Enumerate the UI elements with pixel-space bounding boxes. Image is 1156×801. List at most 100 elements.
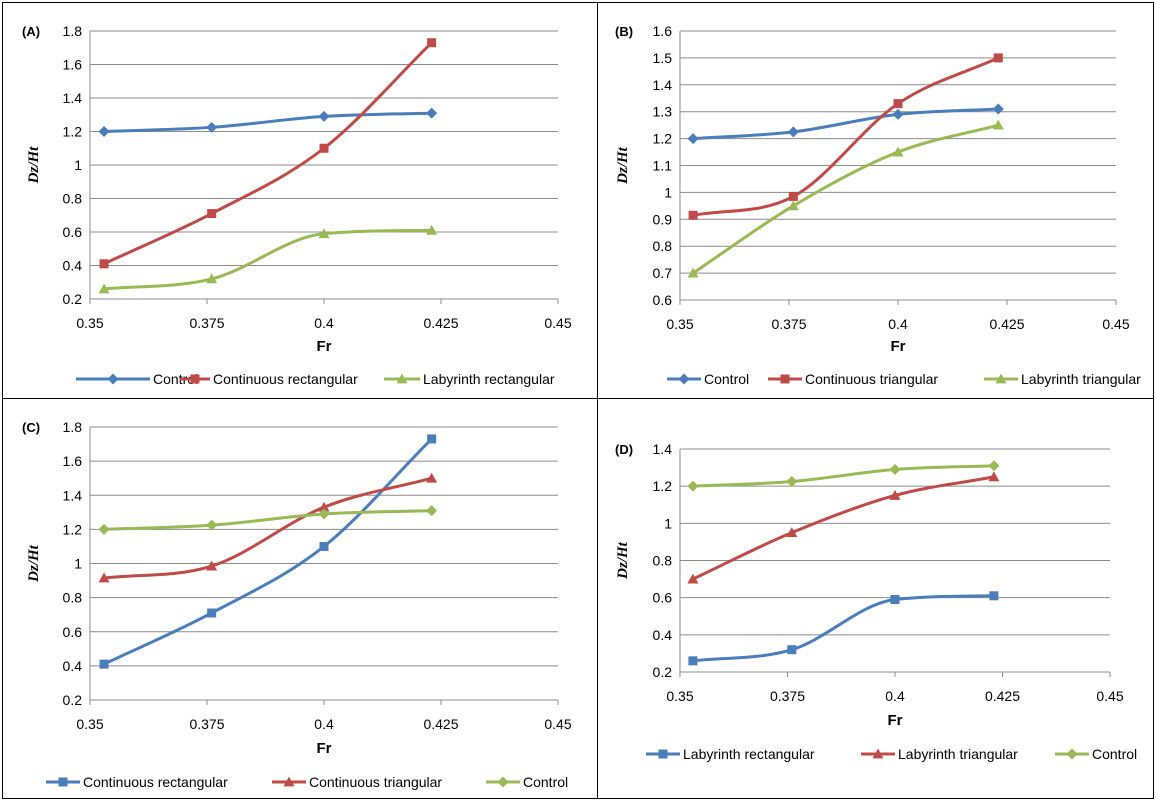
y-tick-label: 1.3 <box>653 104 673 120</box>
legend-label-control: Control <box>523 774 568 790</box>
data-point-control <box>988 460 1000 472</box>
data-point-control <box>889 463 901 475</box>
y-tick-label: 0.2 <box>63 291 83 307</box>
x-tick-label: 0.375 <box>189 315 224 331</box>
x-tick-label: 0.4 <box>885 688 905 704</box>
series-line-continuous-triangular <box>103 476 433 580</box>
y-tick-label: 1.6 <box>63 57 83 73</box>
panel-label: (C) <box>22 420 40 435</box>
data-point-control <box>992 103 1004 115</box>
data-point-control <box>426 505 438 517</box>
data-point-control <box>892 108 904 120</box>
y-tick-label: 1.8 <box>63 23 83 39</box>
data-point-continuous-rectangular <box>207 209 217 219</box>
data-point-continuous-triangular <box>993 53 1003 63</box>
data-point-continuous-triangular <box>688 210 698 220</box>
x-axis-title: Fr <box>317 338 332 355</box>
x-tick-label: 0.375 <box>189 716 224 732</box>
y-tick-label: 1.2 <box>653 131 673 147</box>
data-point-continuous-rectangular <box>319 541 329 551</box>
y-tick-label: 1.4 <box>653 441 673 457</box>
legend-label-control: Control <box>1092 746 1137 762</box>
x-tick-label: 0.375 <box>770 688 805 704</box>
data-point-control <box>98 126 110 137</box>
panel-b: 0.6 0.7 0.8 0.9 1 1.1 1.2 1.3 1.4 1.5 1.6 0.35 0.375… <box>615 23 1141 387</box>
panel-label: (A) <box>22 24 40 39</box>
y-tick-label: 1 <box>74 556 82 572</box>
y-tick-label: 1.2 <box>63 124 83 140</box>
y-tick-label: 0.6 <box>63 224 83 240</box>
y-tick-label: 1.4 <box>653 77 673 93</box>
data-point-continuous-triangular <box>318 501 330 512</box>
y-tick-label: 0.2 <box>653 664 673 680</box>
legend-marker-control <box>107 373 119 385</box>
y-tick-label: 1.8 <box>63 419 83 435</box>
data-point-labyrinth-triangular <box>687 267 699 278</box>
data-point-labyrinth-rectangular <box>206 273 218 284</box>
y-tick-label: 0.7 <box>653 265 673 281</box>
x-tick-label: 0.45 <box>1102 316 1129 332</box>
panel-d: 0.2 0.4 0.6 0.8 1 1.2 1.4 0.35 0.375 0.4 0.425 0.45… <box>615 441 1137 762</box>
legend-label-labyrinth-rectangular: Labyrinth rectangular <box>423 371 555 387</box>
data-point-labyrinth-rectangular <box>989 591 999 601</box>
y-tick-label: 1 <box>664 515 672 531</box>
panel-label: (D) <box>615 442 633 457</box>
x-tick-label: 0.45 <box>1096 688 1123 704</box>
data-point-labyrinth-triangular <box>892 146 904 157</box>
data-point-control <box>98 523 110 535</box>
legend-label-continuous-rectangular: Continuous rectangular <box>83 774 228 790</box>
legend-label-labyrinth-triangular: Labyrinth triangular <box>898 746 1018 762</box>
series-line-control <box>692 464 994 488</box>
data-point-control <box>206 121 218 133</box>
x-tick-label: 0.4 <box>314 315 334 331</box>
legend-marker-labyrinth-rectangular <box>658 749 668 759</box>
y-axis-title: Dz/Ht <box>26 146 42 185</box>
data-point-continuous-rectangular <box>427 434 437 444</box>
panel-b-border <box>597 2 1154 399</box>
x-tick-label: 0.425 <box>985 688 1020 704</box>
x-tick-label: 0.35 <box>76 716 103 732</box>
data-point-control <box>426 107 438 119</box>
legend-label-labyrinth-triangular: Labyrinth triangular <box>1021 371 1141 387</box>
panel-label: (B) <box>615 24 633 39</box>
panel-c-border <box>2 398 598 799</box>
x-tick-label: 0.45 <box>544 716 571 732</box>
data-point-control <box>206 519 218 531</box>
data-point-continuous-triangular <box>98 572 110 583</box>
data-point-labyrinth-triangular <box>889 489 901 500</box>
y-tick-label: 1 <box>74 157 82 173</box>
legend-marker-labyrinth-triangular <box>872 748 884 759</box>
legend-marker-continuous-triangular <box>283 776 295 787</box>
legend-marker-control <box>678 373 690 385</box>
legend-marker-control <box>1066 748 1078 760</box>
y-tick-label: 0.6 <box>63 624 83 640</box>
legend-marker-continuous-rectangular <box>190 374 200 384</box>
series-line-continuous-triangular <box>692 56 999 217</box>
x-axis-title: Fr <box>888 712 903 729</box>
x-tick-label: 0.4 <box>314 716 334 732</box>
data-point-continuous-rectangular <box>319 143 329 153</box>
data-point-continuous-rectangular <box>207 608 217 618</box>
x-tick-label: 0.45 <box>544 315 571 331</box>
data-point-continuous-triangular <box>788 191 798 201</box>
y-tick-label: 0.2 <box>63 692 83 708</box>
data-point-labyrinth-triangular <box>787 200 799 211</box>
y-axis-title: Dz/Ht <box>615 541 631 580</box>
y-tick-label: 1.1 <box>653 158 673 174</box>
y-tick-label: 0.9 <box>653 211 673 227</box>
legend-label-continuous-triangular: Continuous triangular <box>309 774 442 790</box>
y-tick-label: 1.6 <box>653 23 673 39</box>
data-point-control <box>787 126 799 138</box>
legend-marker-labyrinth-triangular <box>995 373 1007 384</box>
x-tick-label: 0.425 <box>423 315 458 331</box>
data-point-labyrinth-triangular <box>687 573 699 584</box>
y-axis-title: Dz/Ht <box>615 146 631 185</box>
data-point-labyrinth-triangular <box>992 119 1004 130</box>
series-line-labyrinth-rectangular <box>692 594 994 663</box>
series-line-continuous-rectangular <box>103 41 433 266</box>
data-point-continuous-rectangular <box>99 659 109 669</box>
data-point-labyrinth-rectangular <box>318 228 330 239</box>
y-tick-label: 0.6 <box>653 590 673 606</box>
data-point-control <box>687 480 699 492</box>
panel-c: 0.2 0.4 0.6 0.8 1 1.2 1.4 1.6 1.8 0.35 0.375 0.4 0.4… <box>22 419 572 790</box>
